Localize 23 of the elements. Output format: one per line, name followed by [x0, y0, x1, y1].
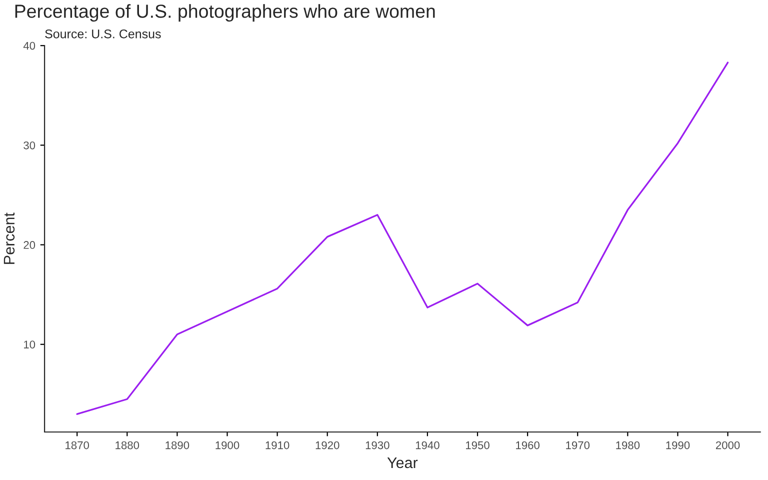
x-tick-label: 1970 — [566, 441, 590, 450]
x-tick-label: 1940 — [416, 441, 440, 450]
y-axis-title: Percent — [4, 212, 15, 264]
x-axis-title: Year — [387, 458, 418, 468]
x-tick-label: 1950 — [466, 441, 490, 450]
chart-title: Percentage of U.S. photographers who are women — [15, 4, 435, 22]
x-tick-label: 1890 — [166, 441, 190, 450]
y-tick-label: 30 — [24, 141, 36, 150]
x-tick-label: 1980 — [616, 441, 640, 450]
chart-subtitle: Source: U.S. Census — [45, 29, 161, 38]
x-tick-label: 1960 — [516, 441, 540, 450]
y-tick-label: 10 — [24, 340, 36, 348]
x-tick-label: 1870 — [66, 441, 90, 450]
x-tick-label: 1990 — [666, 441, 690, 450]
x-tick-label: 1920 — [316, 441, 340, 450]
x-tick-label: 1910 — [266, 441, 290, 450]
x-tick-label: 1900 — [216, 441, 240, 450]
x-tick-label: 2000 — [716, 441, 740, 450]
line-series — [76, 62, 729, 415]
y-tick-label: 20 — [24, 241, 36, 249]
x-tick-label: 1880 — [116, 441, 140, 450]
x-tick-label: 1930 — [366, 441, 390, 450]
y-tick-label: 40 — [23, 42, 36, 50]
